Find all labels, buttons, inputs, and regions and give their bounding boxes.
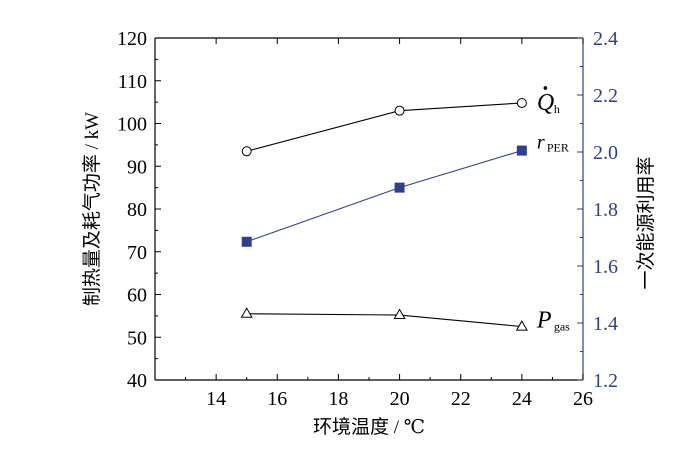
y-tick-label: 90 xyxy=(127,156,147,178)
y2-tick-label: 1.4 xyxy=(593,313,618,335)
series-label-sub: gas xyxy=(554,320,570,334)
y-axis-title: 制热量及耗气功率 / kW xyxy=(81,112,103,306)
y-tick-label: 60 xyxy=(127,285,147,307)
y-tick-label: 70 xyxy=(127,242,147,264)
series-line-rPER xyxy=(246,150,523,243)
point-Qh xyxy=(516,97,527,108)
labels-layer: 环境温度 / ℃ 制热量及耗气功率 / kW 一次能源利用率 Q h r PER P gas xyxy=(81,86,657,438)
point-Pgas xyxy=(240,307,253,318)
point-Pgas xyxy=(393,308,406,320)
y-tick-label: 120 xyxy=(117,28,147,50)
ticks-layer: 14 16 18 20 22 24 26 40 50 60 70 80 90 100 110 120 1.2 1.… xyxy=(117,28,618,410)
x-tick-label: 16 xyxy=(267,388,287,410)
point-rPER xyxy=(394,182,405,193)
y-tick-label: 80 xyxy=(127,199,147,221)
x-axis-title: 环境温度 / ℃ xyxy=(313,416,425,438)
y-tick-label: 100 xyxy=(117,114,147,136)
y2-tick-label: 2.2 xyxy=(593,85,618,107)
y2-tick-label: 2.0 xyxy=(593,142,618,164)
x-tick-label: 14 xyxy=(206,388,226,410)
x-tick-label: 26 xyxy=(573,388,593,410)
series-label-rPER: r PER xyxy=(537,132,569,155)
x-tick-label: 18 xyxy=(328,388,348,410)
q-dot-accent xyxy=(543,86,548,90)
y-tick-label: 110 xyxy=(118,71,147,93)
series-label-main: Q xyxy=(537,90,554,116)
series-label-main: P xyxy=(536,308,552,334)
x-tick-label: 24 xyxy=(512,388,532,410)
y-tick-label: 50 xyxy=(127,327,147,349)
point-Qh xyxy=(394,105,405,116)
point-rPER xyxy=(241,236,252,247)
series-label-main: r xyxy=(537,132,545,154)
series-layer xyxy=(240,97,528,331)
x-tick-label: 20 xyxy=(390,388,410,410)
series-label-sub: PER xyxy=(547,141,569,155)
x-tick-label: 22 xyxy=(451,388,471,410)
point-Qh xyxy=(241,146,252,157)
series-label-sub: h xyxy=(554,102,560,116)
series-line-Qh xyxy=(246,102,522,152)
y2-tick-label: 1.8 xyxy=(593,199,618,221)
y2-axis-title: 一次能源利用率 xyxy=(635,156,657,289)
y2-tick-label: 2.4 xyxy=(593,28,618,50)
y2-tick-label: 1.6 xyxy=(593,256,618,278)
series-line-Pgas xyxy=(246,313,522,328)
point-rPER xyxy=(516,145,527,156)
y2-tick-label: 1.2 xyxy=(593,370,618,392)
point-Pgas xyxy=(515,320,528,331)
y-tick-label: 40 xyxy=(127,370,147,392)
